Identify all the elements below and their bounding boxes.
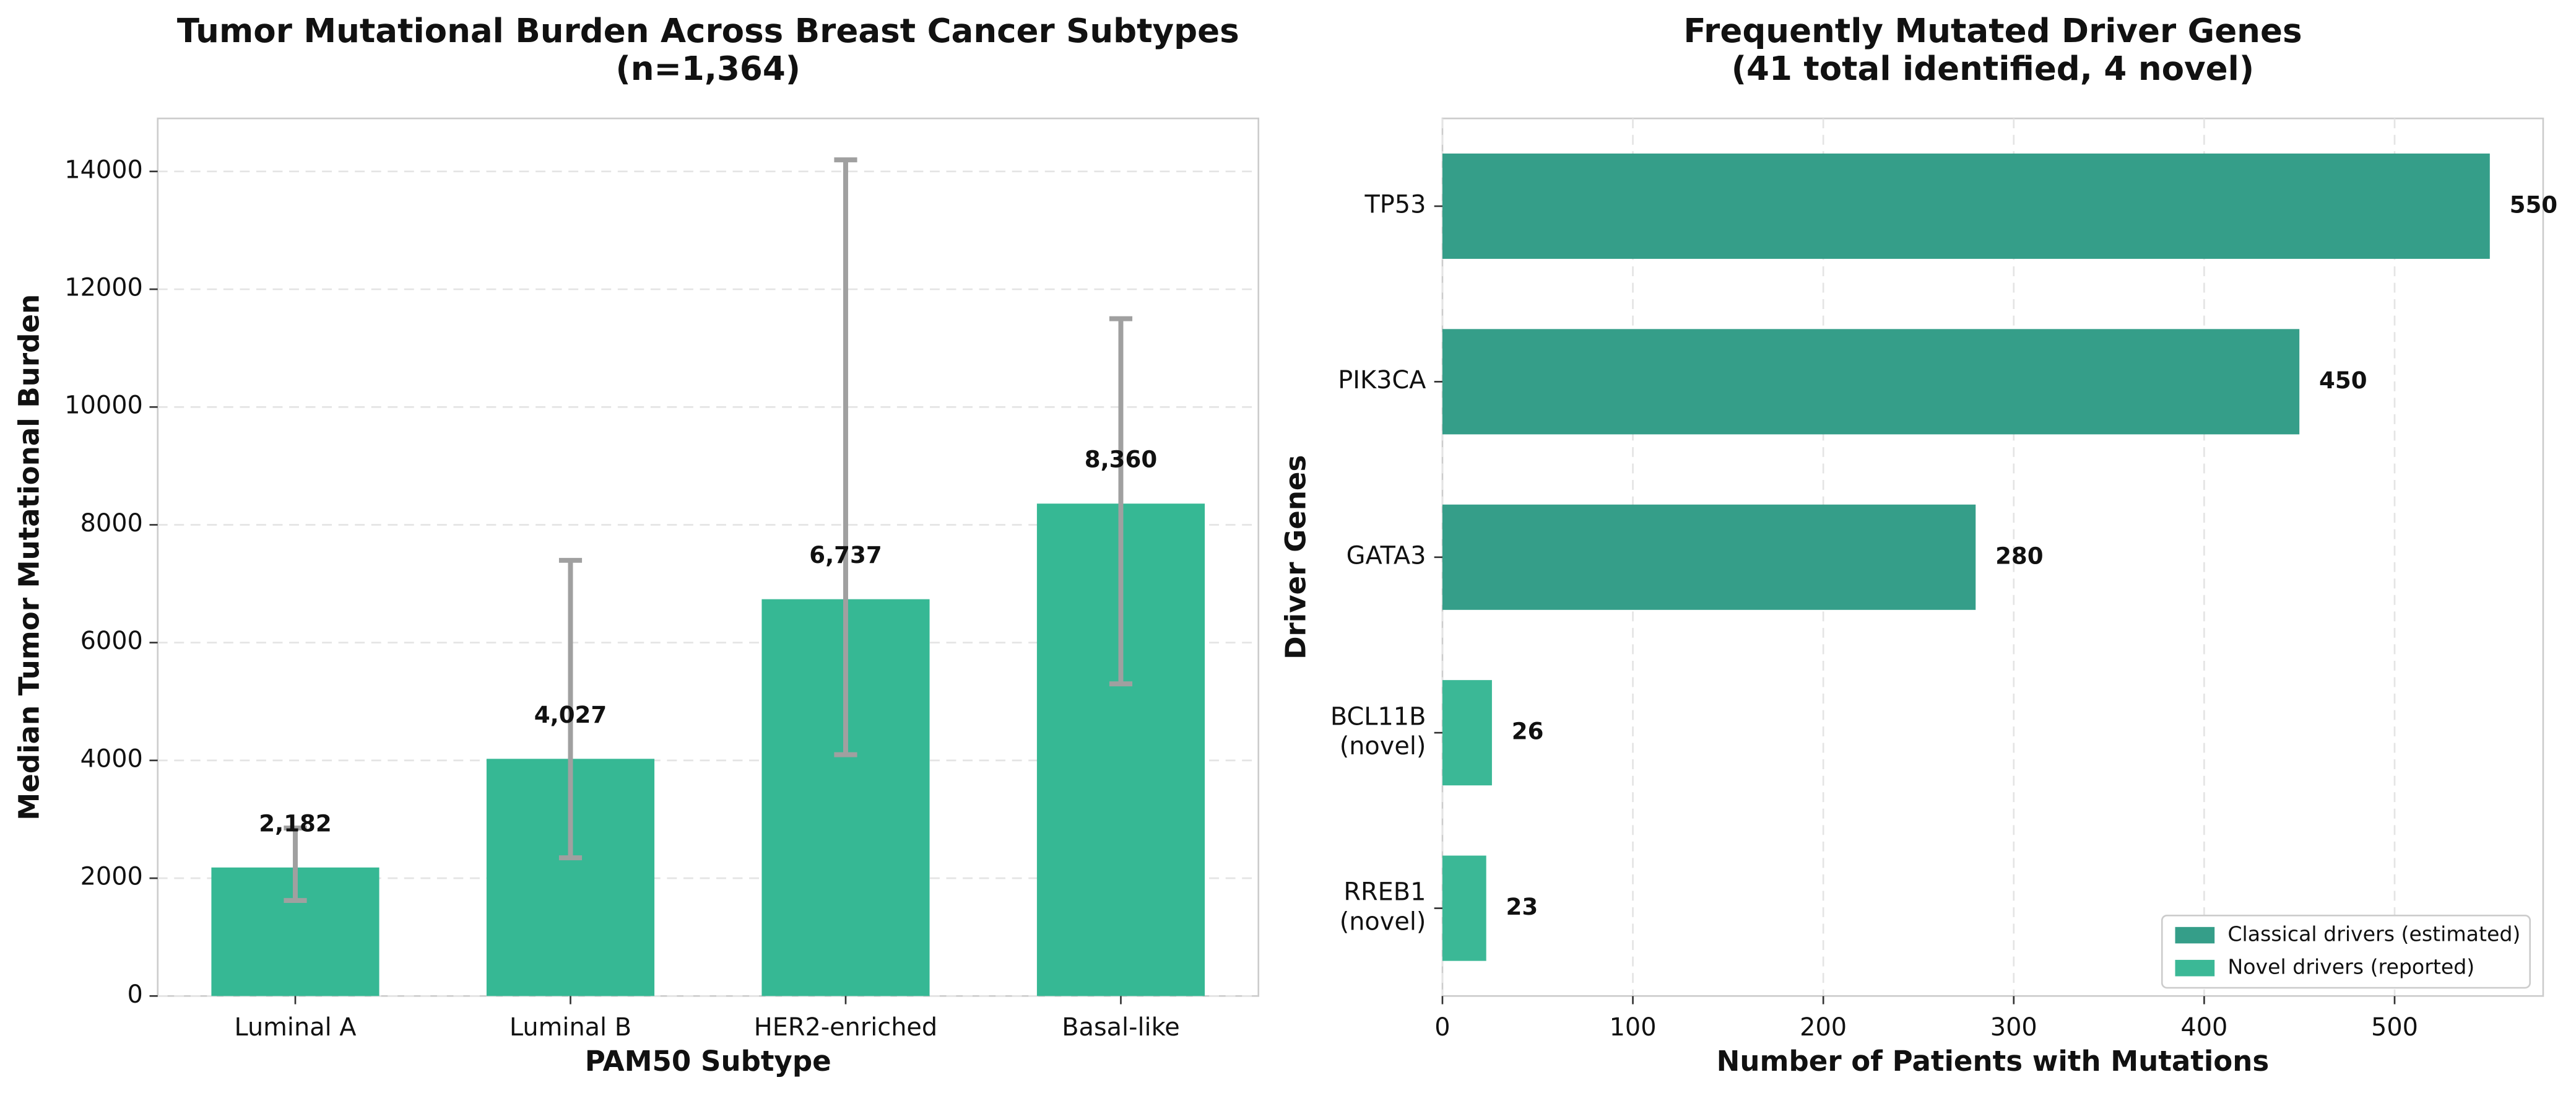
legend-label: Classical drivers (estimated) <box>2227 922 2520 946</box>
x-tick-label: Luminal B <box>510 1013 631 1042</box>
y-tick-label: RREB1 (novel) <box>1340 878 1426 936</box>
legend-box <box>2161 914 2531 989</box>
x-tick-label: 500 <box>2371 1013 2418 1042</box>
y-tick-label: BCL11B (novel) <box>1330 702 1426 760</box>
chart-title: Frequently Mutated Driver Genes <box>1683 12 2302 50</box>
legend-swatch <box>2175 959 2215 977</box>
x-tick-label: 100 <box>1610 1013 1657 1042</box>
value-label: 23 <box>1506 894 1538 920</box>
y-axis-label: Driver Genes <box>1279 455 1312 660</box>
value-label: 550 <box>2510 191 2558 218</box>
y-tick-label: TP53 <box>1364 190 1426 219</box>
y-axis-label: Median Tumor Mutational Burden <box>12 294 45 821</box>
value-label: 6,737 <box>809 542 882 569</box>
x-tick-label: Luminal A <box>234 1013 356 1042</box>
y-tick-label: 2000 <box>80 863 143 891</box>
value-label: 2,182 <box>259 810 331 837</box>
bar <box>1442 855 1486 961</box>
y-tick-label: 8000 <box>80 509 143 538</box>
legend-label: Novel drivers (reported) <box>2227 955 2474 979</box>
legend: Classical drivers (estimated) Novel drive… <box>2161 914 2531 989</box>
bar <box>1442 504 1976 610</box>
x-axis-label: Number of Patients with Mutations <box>1717 1045 2270 1078</box>
x-tick-label: HER2-enriched <box>754 1013 937 1042</box>
x-tick-label: 200 <box>1800 1013 1847 1042</box>
y-tick-label: 4000 <box>80 744 143 773</box>
x-tick-label: 400 <box>2180 1013 2227 1042</box>
value-label: 26 <box>1512 718 1544 745</box>
bar <box>1442 153 2490 259</box>
y-tick-label: GATA3 <box>1347 541 1426 570</box>
y-tick-label: 10000 <box>64 391 143 420</box>
y-tick-label: 6000 <box>80 627 143 655</box>
bar <box>1442 680 1492 786</box>
value-label: 280 <box>1995 542 2044 569</box>
y-tick-label: 12000 <box>64 274 143 302</box>
value-label: 450 <box>2319 367 2367 394</box>
value-label: 8,360 <box>1085 447 1157 473</box>
x-axis-label: PAM50 Subtype <box>585 1045 831 1078</box>
x-tick-label: Basal-like <box>1062 1013 1179 1042</box>
value-label: 4,027 <box>534 702 607 728</box>
chart-title: (41 total identified, 4 novel) <box>1732 50 2254 88</box>
bar <box>1442 329 2300 435</box>
chart-title: Tumor Mutational Burden Across Breast Ca… <box>177 12 1239 50</box>
x-tick-label: 300 <box>1990 1013 2037 1042</box>
error-bar <box>284 826 307 904</box>
error-bar <box>558 557 583 861</box>
chart-title: (n=1,364) <box>615 50 800 88</box>
error-bar <box>834 157 857 757</box>
error-bar <box>1109 316 1133 687</box>
legend-swatch <box>2175 926 2215 944</box>
y-tick-label: PIK3CA <box>1338 366 1426 394</box>
x-tick-label: 0 <box>1434 1013 1450 1042</box>
y-tick-label: 14000 <box>64 155 143 184</box>
y-tick-label: 0 <box>128 980 143 1009</box>
